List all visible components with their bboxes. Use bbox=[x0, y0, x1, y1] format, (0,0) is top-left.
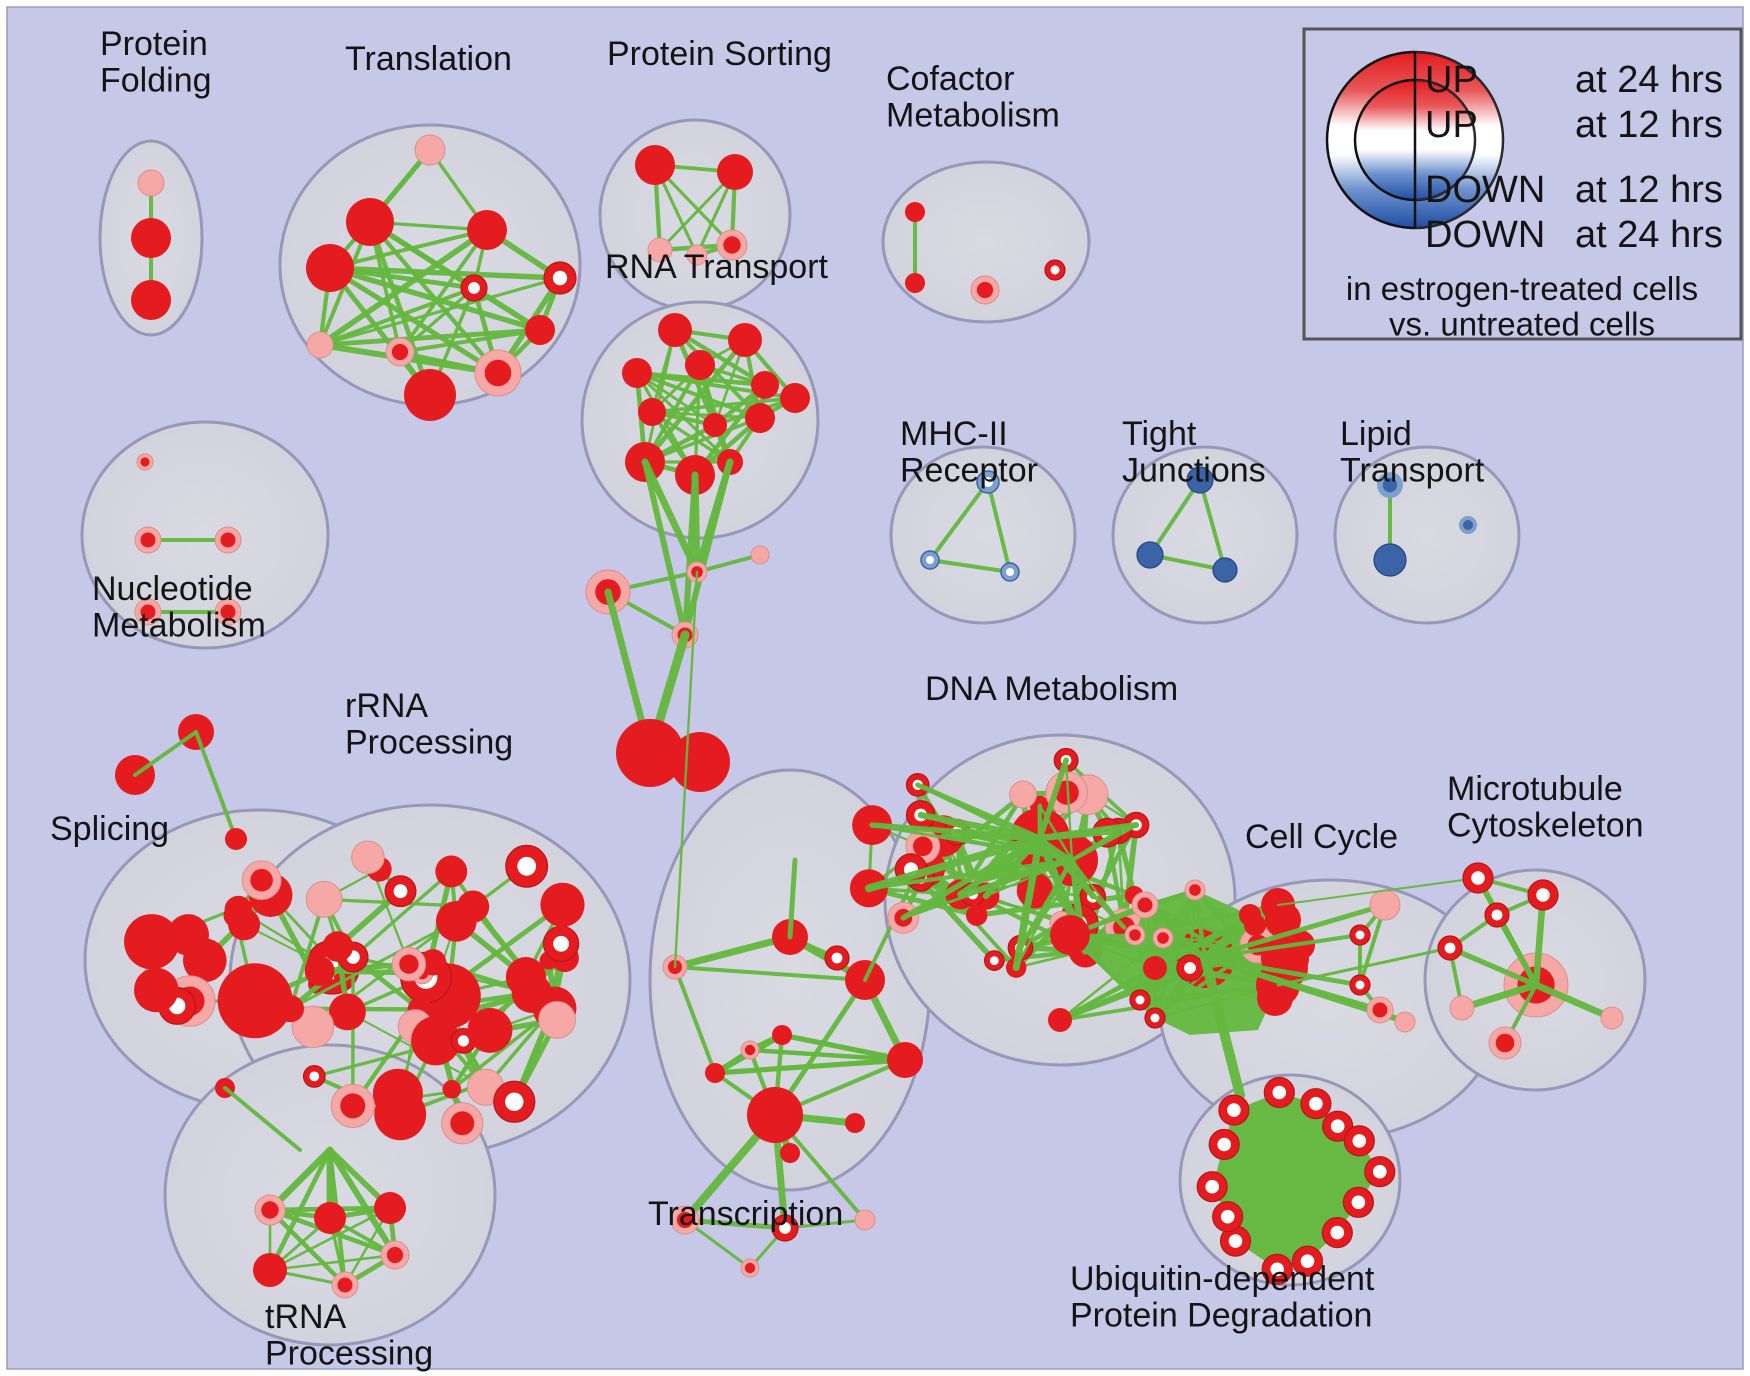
svg-text:Protein Sorting: Protein Sorting bbox=[607, 35, 832, 73]
svg-text:UP: UP bbox=[1425, 59, 1478, 101]
svg-text:Cell Cycle: Cell Cycle bbox=[1245, 818, 1398, 856]
svg-text:UP: UP bbox=[1425, 104, 1478, 146]
svg-text:RNA Transport: RNA Transport bbox=[605, 248, 829, 286]
svg-text:Translation: Translation bbox=[345, 40, 512, 78]
svg-text:at 12 hrs: at 12 hrs bbox=[1575, 169, 1723, 211]
svg-text:at 24 hrs: at 24 hrs bbox=[1575, 59, 1723, 101]
svg-text:at 24 hrs: at 24 hrs bbox=[1575, 214, 1723, 256]
svg-text:DOWN: DOWN bbox=[1425, 169, 1545, 211]
svg-text:Transcription: Transcription bbox=[648, 1195, 843, 1233]
svg-text:DNA Metabolism: DNA Metabolism bbox=[925, 670, 1178, 708]
svg-text:Splicing: Splicing bbox=[50, 810, 169, 848]
svg-text:DOWN: DOWN bbox=[1425, 214, 1545, 256]
svg-text:at 12 hrs: at 12 hrs bbox=[1575, 104, 1723, 146]
